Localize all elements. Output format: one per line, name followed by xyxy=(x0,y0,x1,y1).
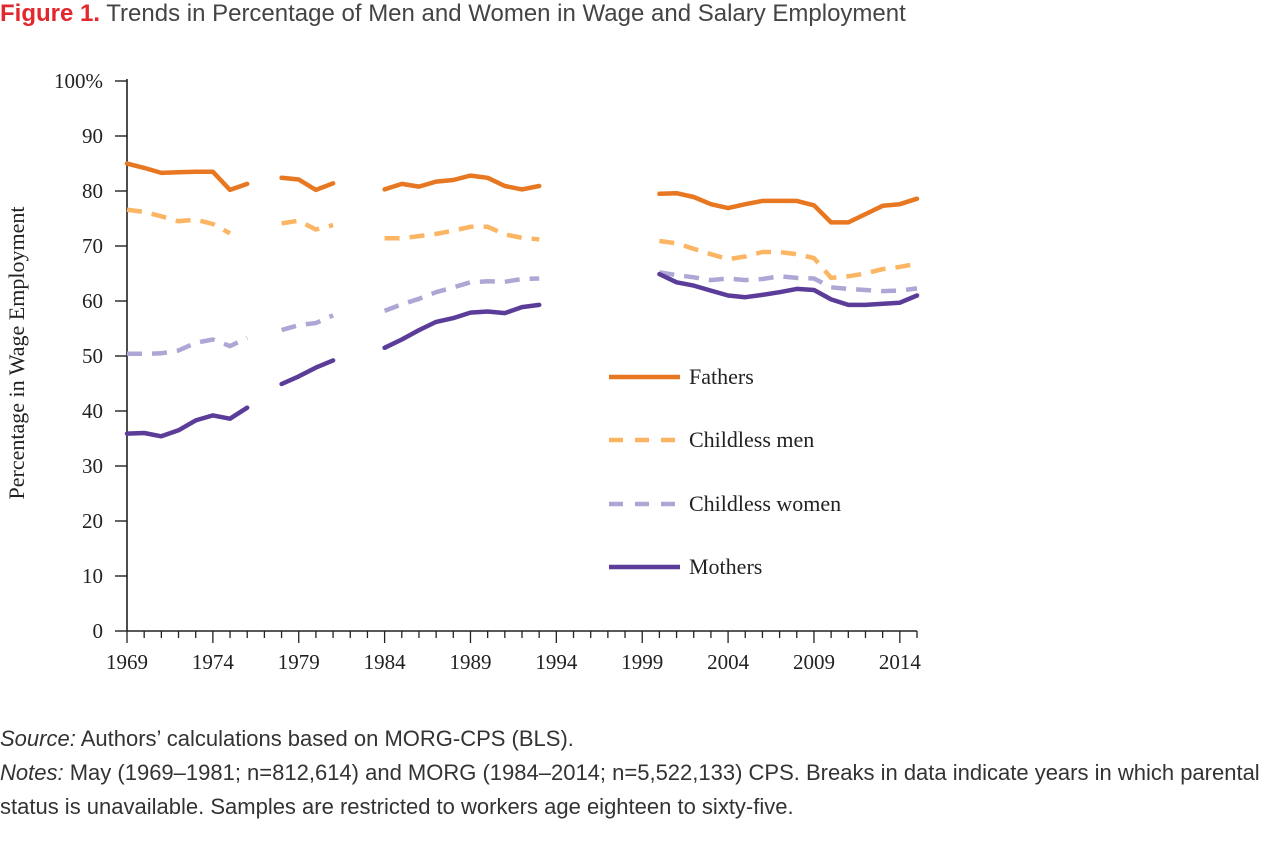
series-line-segment xyxy=(281,218,334,232)
series-line-segment xyxy=(127,335,249,357)
figure-title: Figure 1. Trends in Percentage of Men an… xyxy=(0,0,906,30)
series-line-segment xyxy=(124,161,250,193)
y-tick-label: 30 xyxy=(82,454,103,478)
series-line-segment xyxy=(383,276,540,314)
source-text: Authors’ calculations based on MORG-CPS … xyxy=(80,726,574,751)
series-line-segment xyxy=(659,270,918,294)
series-line-segment xyxy=(659,238,918,281)
series-line-segment xyxy=(657,271,920,308)
y-tick-label: 20 xyxy=(82,509,103,533)
legend-label: Fathers xyxy=(689,364,754,389)
series-line-segment xyxy=(279,358,336,387)
y-tick-label: 0 xyxy=(93,619,104,643)
figure-title-text: Trends in Percentage of Men and Women in… xyxy=(106,0,906,27)
series-fathers xyxy=(124,161,920,225)
x-tick-label: 1989 xyxy=(449,650,491,674)
source-notes: Source: Authors’ calculations based on M… xyxy=(0,722,1280,824)
series-line-segment xyxy=(126,207,232,236)
y-tick-label: 100% xyxy=(54,69,103,93)
series-line-segment xyxy=(382,173,542,192)
y-tick-label: 70 xyxy=(82,234,103,258)
y-tick-label: 50 xyxy=(82,344,103,368)
legend-label: Mothers xyxy=(689,554,762,579)
series-childless-men xyxy=(126,207,918,281)
figure-label: Figure 1. xyxy=(0,0,101,27)
y-axis-label: Percentage in Wage Employment xyxy=(4,207,29,500)
series-mothers xyxy=(124,271,920,439)
y-tick-label: 40 xyxy=(82,399,103,423)
x-tick-label: 2014 xyxy=(879,650,922,674)
series-line-segment xyxy=(657,190,920,225)
series-line-segment xyxy=(384,224,540,242)
line-chart: 0 10 20 30 40 50 60 70 80 90 100% 1969 1974 1979 1984 1… xyxy=(4,69,921,674)
x-tick-label: 1999 xyxy=(621,650,663,674)
y-tick-label: 90 xyxy=(82,124,103,148)
legend-label: Childless women xyxy=(689,491,841,516)
series-childless-women xyxy=(127,270,918,357)
series-line-segment xyxy=(382,302,542,351)
x-tick-label: 2004 xyxy=(707,650,750,674)
x-tick-label: 1994 xyxy=(535,650,578,674)
notes-text: May (1969–1981; n=812,614) and MORG (198… xyxy=(0,760,1260,819)
axes: 0 10 20 30 40 50 60 70 80 90 100% 1969 1974 1979 1984 1… xyxy=(54,69,921,674)
x-tick-label: 1979 xyxy=(278,650,320,674)
source-line: Source: Authors’ calculations based on M… xyxy=(0,722,1280,756)
x-tick-label: 1974 xyxy=(192,650,235,674)
notes-line: Notes: May (1969–1981; n=812,614) and MO… xyxy=(0,756,1280,824)
series-line-segment xyxy=(280,313,335,333)
x-tick-label: 1969 xyxy=(106,650,148,674)
y-tick-label: 80 xyxy=(82,179,103,203)
source-label: Source: xyxy=(0,726,76,751)
x-tick-label: 2009 xyxy=(793,650,835,674)
legend: Fathers Childless men Childless women Mothe… xyxy=(609,364,841,579)
series-line-segment xyxy=(279,175,336,193)
series-line-segment xyxy=(124,405,250,439)
notes-label: Notes: xyxy=(0,760,64,785)
series-layer xyxy=(124,161,920,439)
x-tick-label: 1984 xyxy=(364,650,407,674)
y-tick-label: 60 xyxy=(82,289,103,313)
legend-label: Childless men xyxy=(689,427,814,452)
y-tick-label: 10 xyxy=(82,564,103,588)
